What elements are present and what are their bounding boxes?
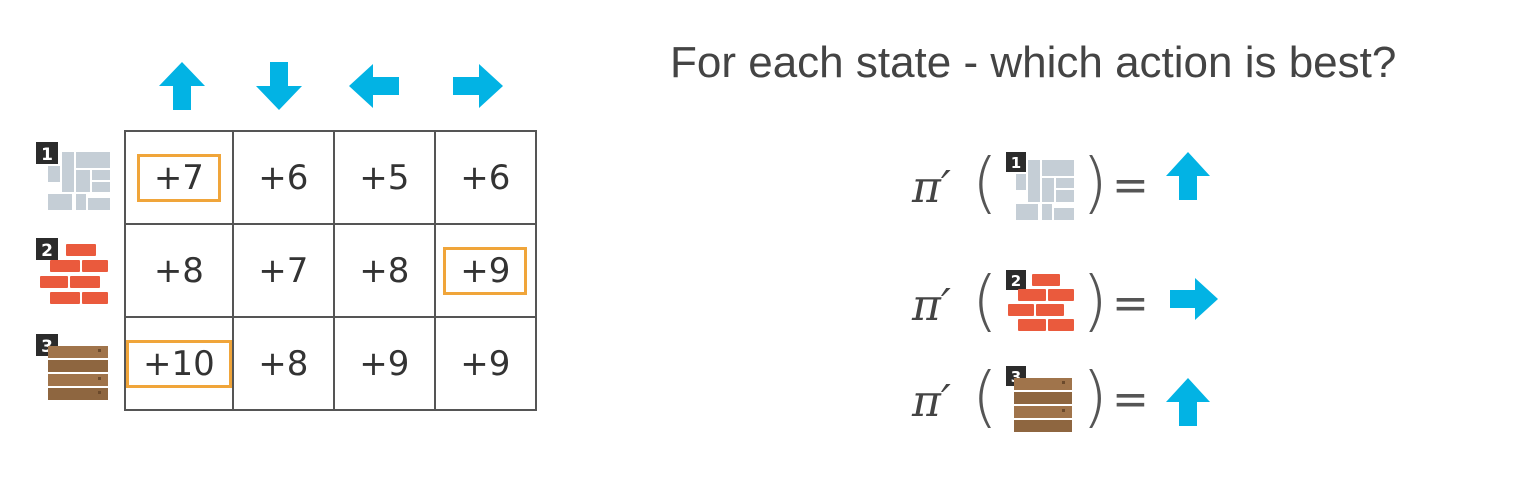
state-number: 1 bbox=[1011, 154, 1021, 172]
equals-sign: = bbox=[1112, 160, 1149, 211]
state-3-wood-planks-icon: 3 bbox=[36, 334, 108, 400]
q-cell: +5 bbox=[332, 130, 436, 225]
q-value: +7 bbox=[258, 250, 309, 291]
state-1-gray-tiles-icon: 1 bbox=[1006, 152, 1074, 220]
state-1-gray-tiles-icon: 1 bbox=[36, 142, 110, 210]
q-value: +8 bbox=[153, 250, 204, 291]
equals-sign: = bbox=[1112, 278, 1149, 329]
q-cell: +10 bbox=[124, 316, 234, 411]
q-value: +8 bbox=[258, 343, 309, 384]
close-paren: ) bbox=[1082, 262, 1108, 339]
open-paren: ( bbox=[972, 144, 998, 221]
q-cell: +9 bbox=[433, 223, 537, 318]
arrow-up-icon bbox=[159, 62, 205, 110]
q-value: +9 bbox=[460, 343, 511, 384]
q-value: +10 bbox=[126, 339, 232, 388]
q-cell: +6 bbox=[231, 130, 335, 225]
q-value: +6 bbox=[460, 157, 511, 198]
q-value: +7 bbox=[136, 153, 221, 202]
q-cell: +9 bbox=[433, 316, 537, 411]
q-value: +5 bbox=[359, 157, 410, 198]
q-cell: +9 bbox=[332, 316, 436, 411]
arrow-right-icon bbox=[453, 64, 503, 108]
state-number: 3 bbox=[1011, 368, 1021, 386]
policy-symbol: π′ bbox=[912, 376, 951, 427]
q-cell: +8 bbox=[231, 316, 335, 411]
policy-symbol: π′ bbox=[912, 162, 951, 213]
arrow-left-icon bbox=[349, 64, 399, 108]
state-number: 2 bbox=[1011, 272, 1021, 290]
table-row: +7 +6 +5 +6 bbox=[124, 130, 537, 225]
arrow-up-icon bbox=[1166, 378, 1210, 426]
q-value: +6 bbox=[258, 157, 309, 198]
state-3-wood-planks-icon: 3 bbox=[1006, 366, 1072, 432]
q-cell: +8 bbox=[124, 223, 234, 318]
state-number: 1 bbox=[41, 145, 53, 165]
open-paren: ( bbox=[972, 358, 998, 435]
q-cell: +7 bbox=[124, 130, 234, 225]
q-value: +8 bbox=[359, 250, 410, 291]
q-value: +9 bbox=[443, 246, 528, 295]
q-cell: +6 bbox=[433, 130, 537, 225]
equals-sign: = bbox=[1112, 374, 1149, 425]
open-paren: ( bbox=[972, 262, 998, 339]
state-number: 3 bbox=[41, 337, 53, 357]
arrow-up-icon bbox=[1166, 152, 1210, 200]
q-cell: +7 bbox=[231, 223, 335, 318]
close-paren: ) bbox=[1082, 358, 1108, 435]
state-2-red-bricks-icon: 2 bbox=[36, 238, 108, 304]
state-number: 2 bbox=[41, 241, 53, 261]
arrow-down-icon bbox=[256, 62, 302, 110]
q-cell: +8 bbox=[332, 223, 436, 318]
q-value-table: +7 +6 +5 +6 +8 +7 +8 +9 +10 +8 +9 +9 bbox=[124, 130, 537, 411]
state-2-red-bricks-icon: 2 bbox=[1006, 270, 1074, 331]
q-value: +9 bbox=[359, 343, 410, 384]
table-row: +8 +7 +8 +9 bbox=[124, 223, 537, 318]
close-paren: ) bbox=[1082, 144, 1108, 221]
table-row: +10 +8 +9 +9 bbox=[124, 316, 537, 411]
arrow-right-icon bbox=[1170, 278, 1218, 320]
policy-symbol: π′ bbox=[912, 280, 951, 331]
slide-title: For each state - which action is best? bbox=[670, 38, 1397, 87]
